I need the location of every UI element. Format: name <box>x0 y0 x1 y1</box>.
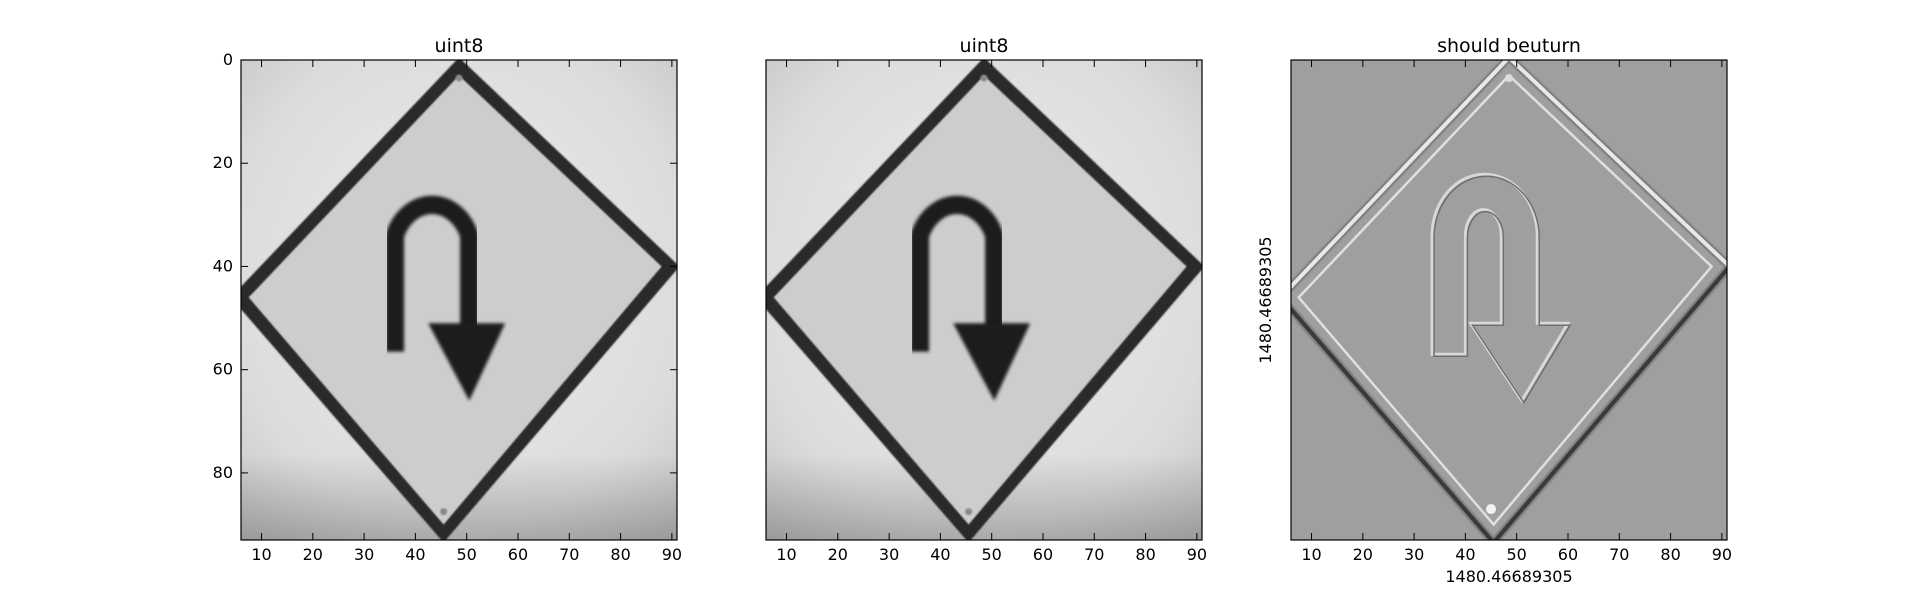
x-tick-label: 30 <box>879 545 899 564</box>
x-axis-label: 1480.46689305 <box>1445 567 1572 586</box>
panel-right: should beuturn 10 20 30 40 50 60 70 80 90 1480.466… <box>1256 35 1732 586</box>
x-tick-label: 90 <box>662 545 682 564</box>
y-tick-label: 20 <box>213 153 233 172</box>
x-tick-label: 20 <box>303 545 323 564</box>
x-tick-label: 60 <box>1033 545 1053 564</box>
axes-frame <box>765 59 1203 541</box>
x-tick-label: 10 <box>251 545 271 564</box>
x-tick-label: 70 <box>559 545 579 564</box>
x-tick-label: 40 <box>930 545 950 564</box>
road-sign-image <box>241 60 677 540</box>
panel-title: uint8 <box>960 35 1009 57</box>
x-tick-label: 70 <box>1084 545 1104 564</box>
x-tick-label: 80 <box>1135 545 1155 564</box>
x-tick-label: 50 <box>457 545 477 564</box>
y-tick-label: 60 <box>213 360 233 379</box>
panel-left: uint8 10 20 30 40 50 60 70 80 90 0 20 40 60 80 <box>213 35 682 564</box>
x-tick-label: 50 <box>1507 545 1527 564</box>
x-tick-label: 80 <box>1660 545 1680 564</box>
x-tick-label: 10 <box>1301 545 1321 564</box>
panel-middle: uint8 10 20 30 40 50 60 70 80 90 <box>765 35 1207 564</box>
x-tick-label: 50 <box>982 545 1002 564</box>
axes-frame <box>1290 59 1728 541</box>
x-tick-label: 60 <box>1558 545 1578 564</box>
road-sign-image <box>766 60 1202 540</box>
y-tick-label: 0 <box>223 50 233 69</box>
x-tick-label: 70 <box>1609 545 1629 564</box>
x-tick-label: 90 <box>1712 545 1732 564</box>
y-tick-label: 40 <box>213 256 233 275</box>
x-tick-label: 40 <box>1455 545 1475 564</box>
x-tick-label: 40 <box>405 545 425 564</box>
x-tick-label: 30 <box>1404 545 1424 564</box>
axes-frame <box>240 59 678 541</box>
y-axis-label: 1480.46689305 <box>1256 236 1275 363</box>
panel-title: should beuturn <box>1437 35 1581 57</box>
x-tick-label: 10 <box>776 545 796 564</box>
x-tick-label: 80 <box>610 545 630 564</box>
road-sign-image <box>1291 60 1727 540</box>
y-tick-label: 80 <box>213 463 233 482</box>
x-tick-label: 20 <box>828 545 848 564</box>
x-tick-label: 90 <box>1187 545 1207 564</box>
x-tick-label: 20 <box>1353 545 1373 564</box>
x-tick-label: 30 <box>354 545 374 564</box>
x-tick-label: 60 <box>508 545 528 564</box>
panel-title: uint8 <box>435 35 484 57</box>
